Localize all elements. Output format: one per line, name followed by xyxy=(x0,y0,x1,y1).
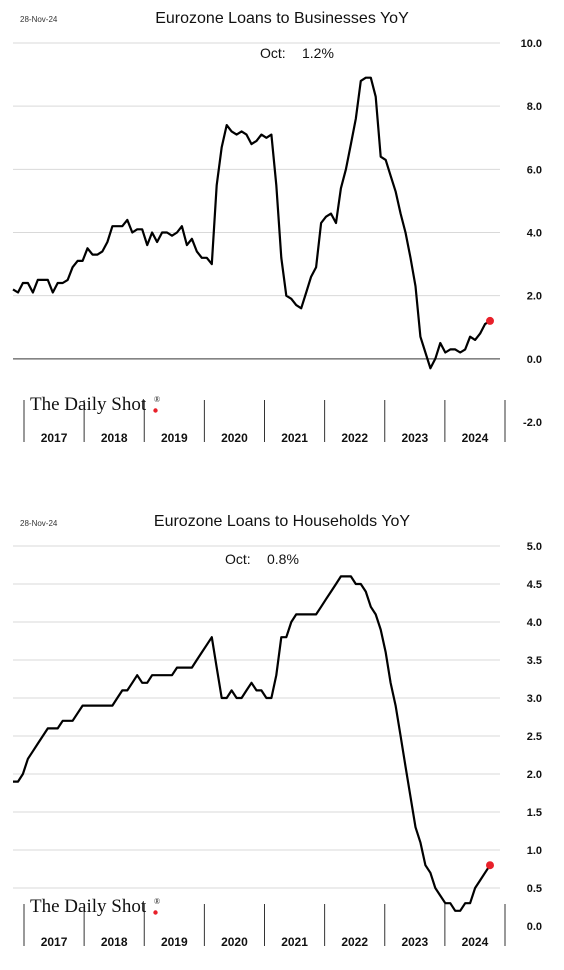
x-tick-label: 2021 xyxy=(281,431,308,445)
y-tick-label: 10.0 xyxy=(521,38,542,50)
y-tick-label: -2.0 xyxy=(523,417,542,429)
x-tick-label: 2024 xyxy=(462,431,489,445)
y-tick-label: 6.0 xyxy=(527,164,542,176)
household-loans-chart: 0.0 0.5 1.0 1.5 2.0 2.5 3.0 3.5 4.0 4.5 5.0 2017 201… xyxy=(13,513,542,949)
x-tick-label: 2017 xyxy=(41,431,68,445)
y-tick-label: 3.5 xyxy=(527,655,542,667)
grid-layer xyxy=(13,42,500,360)
y-tick-label: 0.0 xyxy=(527,354,542,366)
y-tick-label: 5.0 xyxy=(527,541,542,553)
latest-point-marker xyxy=(486,316,494,325)
logo-red-dot xyxy=(153,910,158,915)
the-daily-shot-logo: The Daily Shot ® xyxy=(30,394,160,415)
series-line xyxy=(13,575,491,912)
x-tick-label: 2023 xyxy=(401,935,428,949)
x-tick-label: 2020 xyxy=(221,935,248,949)
x-tick-label: 2019 xyxy=(161,935,188,949)
series-layer xyxy=(12,76,494,370)
chart-date: 28-Nov-24 xyxy=(20,519,58,528)
y-tick-label: 8.0 xyxy=(527,101,542,113)
latest-point-marker xyxy=(486,861,494,870)
logo-registered-mark: ® xyxy=(154,395,160,404)
y-tick-label: 2.0 xyxy=(527,769,542,781)
y-tick-label: 2.5 xyxy=(527,731,542,743)
series-layer xyxy=(13,575,494,912)
latest-value: 0.8% xyxy=(267,551,299,567)
x-tick-label: 2022 xyxy=(341,431,368,445)
latest-month-label: Oct: xyxy=(260,45,286,61)
x-tick-label: 2018 xyxy=(101,935,128,949)
y-tick-label: 1.0 xyxy=(527,845,542,857)
x-tick-label: 2018 xyxy=(101,431,128,445)
y-tick-label: 0.5 xyxy=(527,883,542,895)
y-tick-label: 4.0 xyxy=(527,228,542,240)
logo-registered-mark: ® xyxy=(154,897,160,906)
chart-date: 28-Nov-24 xyxy=(20,15,58,24)
y-tick-label: 4.0 xyxy=(527,617,542,629)
latest-month-label: Oct: xyxy=(225,551,251,567)
x-tick-label: 2022 xyxy=(341,935,368,949)
series-line xyxy=(12,76,491,370)
x-tick-label: 2017 xyxy=(41,935,68,949)
y-tick-label: 4.5 xyxy=(527,579,542,591)
y-tick-label: 1.5 xyxy=(527,807,542,819)
y-tick-label: 0.0 xyxy=(527,921,542,933)
logo-wordmark: The Daily Shot xyxy=(30,394,147,415)
x-tick-label: 2024 xyxy=(462,935,489,949)
x-tick-label: 2020 xyxy=(221,431,248,445)
logo-red-dot xyxy=(153,408,158,413)
chart-title: Eurozone Loans to Households YoY xyxy=(154,513,411,530)
chart-title: Eurozone Loans to Businesses YoY xyxy=(155,10,409,27)
y-tick-label: 3.0 xyxy=(527,693,542,705)
the-daily-shot-logo: The Daily Shot ® xyxy=(30,896,160,917)
axis-layer: -2.0 0.0 2.0 4.0 6.0 8.0 10.0 2017 2018 2019 2020 2… xyxy=(23,38,542,445)
y-tick-label: 2.0 xyxy=(527,291,542,303)
x-tick-label: 2021 xyxy=(281,935,308,949)
x-tick-label: 2019 xyxy=(161,431,188,445)
business-loans-chart: -2.0 0.0 2.0 4.0 6.0 8.0 10.0 2017 2018 2019 2020 2… xyxy=(12,10,542,445)
logo-wordmark: The Daily Shot xyxy=(30,896,147,917)
x-tick-label: 2023 xyxy=(401,431,428,445)
axis-layer: 0.0 0.5 1.0 1.5 2.0 2.5 3.0 3.5 4.0 4.5 5.0 2017 201… xyxy=(23,541,542,949)
latest-value: 1.2% xyxy=(302,45,334,61)
grid-layer xyxy=(13,545,500,889)
